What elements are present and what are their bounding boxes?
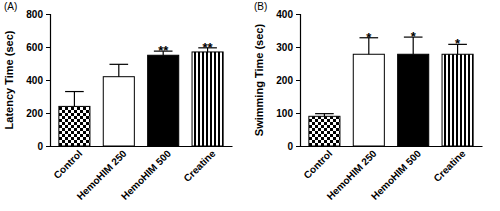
y-tick-mark [296,146,300,147]
significance-label: ** [203,40,214,55]
y-tick: 0 [37,141,50,152]
y-axis: 0 100 200 300 400 [276,9,300,152]
y-tick-mark [46,47,50,48]
y-tick: 200 [26,108,50,119]
x-tick-label: Control [301,148,334,181]
bar [148,55,179,146]
error-bar [65,92,84,107]
x-axis-line [51,146,233,147]
y-tick: 400 [26,75,50,86]
x-tick-label: Creatine [181,148,217,184]
bar [353,54,384,146]
bar [309,116,340,146]
error-whisker [74,92,75,107]
error-bar [109,64,128,76]
panel: * * * 0 100 200 300 400 ControlHemoHIM 250HemoHI… [276,9,482,202]
y-tick-label: 300 [276,42,293,53]
bar [442,54,473,146]
y-tick: 600 [26,42,50,53]
y-tick-label: 0 [37,141,43,152]
x-tick-label: HemoHIM 500 [119,148,173,202]
x-axis: ControlHemoHIM 250HemoHIM 500Creatine [51,146,233,202]
plot-area [59,48,223,146]
plot-area [309,37,473,146]
significance-label: ** [158,43,169,58]
y-tick-mark [46,80,50,81]
y-tick: 100 [276,108,300,119]
y-tick: 0 [287,141,300,152]
y-tick: 800 [26,9,50,20]
significance-label: * [366,30,372,45]
significance-label: * [411,29,417,44]
panel-title: (A) [4,1,17,12]
y-tick: 300 [276,42,300,53]
y-tick-label: 200 [276,75,293,86]
panel: ** ** 0 200 400 600 800 ControlHemoHIM 250HemoH… [26,9,232,202]
y-axis-title: Swimming Time (sec) [253,24,265,137]
error-bar [315,114,334,117]
y-axis-title: Latency Time (sec) [3,30,15,129]
significance-label: * [455,36,461,51]
x-axis-line [301,146,483,147]
bar [103,77,134,146]
bar [192,52,223,146]
y-tick-mark [296,14,300,15]
x-tick: Control [301,146,334,181]
x-tick-label: Control [51,148,84,181]
y-axis-line [46,15,51,147]
y-tick-label: 100 [276,108,293,119]
error-cap [109,64,128,65]
figure: ****0200400600800ControlHemoHIM 250HemoH… [0,0,500,211]
y-axis: 0 200 400 600 800 [26,9,50,152]
x-tick: HemoHIM 500 [369,146,423,202]
x-tick: Creatine [431,146,467,184]
y-tick-label: 0 [287,141,293,152]
x-tick: HemoHIM 500 [119,146,173,202]
y-tick: 400 [276,9,300,20]
panel-title: (B) [254,1,267,12]
error-cap [65,91,84,92]
y-tick-mark [46,113,50,114]
y-tick-mark [296,80,300,81]
y-tick-mark [296,47,300,48]
x-tick-label: Creatine [431,148,467,184]
y-tick-label: 800 [26,9,43,20]
y-axis-line [296,15,301,147]
x-axis: ControlHemoHIM 250HemoHIM 500Creatine [301,146,483,202]
y-tick: 200 [276,75,300,86]
y-tick-label: 400 [26,75,43,86]
bar [398,54,429,146]
y-tick-mark [296,113,300,114]
x-tick: Control [51,146,84,181]
x-tick: Creatine [181,146,217,184]
y-tick-mark [46,146,50,147]
y-tick-mark [46,14,50,15]
y-tick-label: 600 [26,42,43,53]
error-cap [315,113,334,114]
y-tick-label: 200 [26,108,43,119]
y-tick-label: 400 [276,9,293,20]
bar [59,106,90,146]
error-whisker [118,64,119,76]
x-tick-label: HemoHIM 500 [369,148,423,202]
